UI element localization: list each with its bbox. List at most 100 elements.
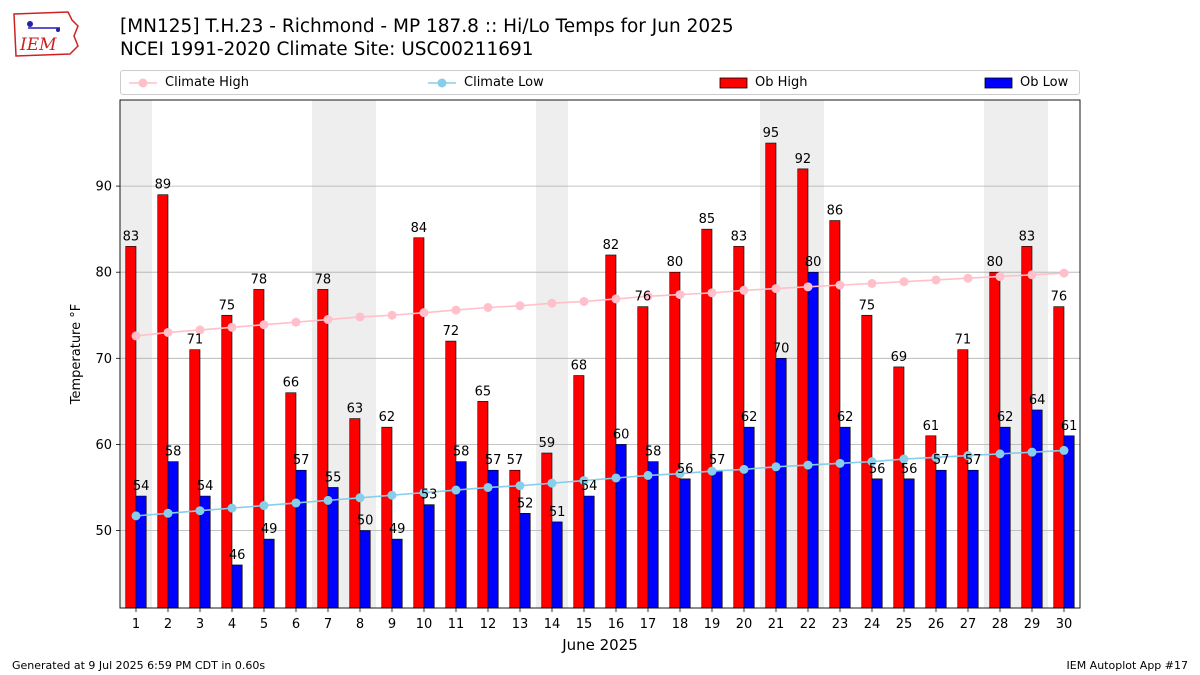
climate-high-line-icon xyxy=(129,78,157,87)
legend-ob-low: Ob Low xyxy=(984,71,1068,94)
ob-high-bar xyxy=(381,426,393,609)
ob-low-label: 56 xyxy=(901,462,918,477)
ob-low-bar xyxy=(295,469,307,609)
climate-high-point xyxy=(419,308,429,318)
x-tick-label: 5 xyxy=(260,617,268,632)
climate-low-point xyxy=(355,493,365,503)
climate-high-point xyxy=(963,273,973,283)
ob-high-label: 61 xyxy=(923,419,940,434)
climate-high-point xyxy=(1027,270,1037,280)
climate-low-point xyxy=(451,485,461,495)
ob-high-bar xyxy=(317,289,329,609)
x-tick-label: 18 xyxy=(672,617,689,632)
ob-low-bar xyxy=(359,530,371,609)
climate-low-point xyxy=(195,506,205,516)
climate-high-point xyxy=(131,331,141,341)
ob-high-label: 95 xyxy=(763,126,780,141)
ob-low-label: 54 xyxy=(133,479,150,494)
ob-low-label: 51 xyxy=(549,505,566,520)
climate-high-point xyxy=(867,278,877,288)
ob-high-label: 68 xyxy=(571,359,588,374)
ob-low-label: 53 xyxy=(421,488,438,503)
x-tick-label: 22 xyxy=(800,617,817,632)
x-tick-label: 29 xyxy=(1024,617,1041,632)
x-tick-label: 30 xyxy=(1056,617,1073,632)
x-tick-label: 28 xyxy=(992,617,1009,632)
legend-label-ob-high: Ob High xyxy=(755,75,808,90)
ob-low-bar xyxy=(263,538,275,609)
ob-high-label: 62 xyxy=(379,410,396,425)
ob-low-bar xyxy=(391,538,403,609)
ob-low-bar xyxy=(1063,435,1075,609)
x-tick-label: 16 xyxy=(608,617,625,632)
ob-low-label: 57 xyxy=(933,453,950,468)
x-tick-label: 17 xyxy=(640,617,657,632)
ob-high-bar xyxy=(797,168,809,609)
ob-low-label: 58 xyxy=(165,445,182,460)
x-axis-label: June 2025 xyxy=(561,636,638,654)
footer-generated: Generated at 9 Jul 2025 6:59 PM CDT in 0… xyxy=(12,659,266,672)
x-tick-label: 27 xyxy=(960,617,977,632)
x-tick-label: 13 xyxy=(512,617,529,632)
footer-app: IEM Autoplot App #17 xyxy=(1066,659,1189,672)
ob-high-bar xyxy=(1021,246,1033,609)
climate-low-point xyxy=(259,501,269,511)
ob-low-bar xyxy=(839,426,851,609)
ob-low-bar xyxy=(903,478,915,609)
x-tick-label: 12 xyxy=(480,617,497,632)
ob-low-label: 46 xyxy=(229,548,246,563)
ob-high-label: 83 xyxy=(1019,229,1036,244)
x-tick-label: 21 xyxy=(768,617,785,632)
ob-high-label: 83 xyxy=(123,229,140,244)
ob-high-label: 72 xyxy=(443,324,460,339)
climate-low-point xyxy=(419,488,429,498)
ob-high-bar xyxy=(413,237,425,609)
climate-low-point xyxy=(515,481,525,491)
x-tick-label: 23 xyxy=(832,617,849,632)
x-tick-label: 19 xyxy=(704,617,721,632)
climate-high-point xyxy=(547,298,557,308)
ob-high-label: 57 xyxy=(507,453,524,468)
climate-low-point xyxy=(995,449,1005,459)
ob-high-label: 80 xyxy=(987,255,1004,270)
ob-high-bar xyxy=(989,271,1001,609)
ob-low-bar xyxy=(167,461,179,609)
ob-high-bar xyxy=(957,349,969,609)
plot-frame xyxy=(119,99,1081,609)
climate-low-point xyxy=(707,466,717,476)
ob-low-label: 52 xyxy=(517,496,534,511)
ob-high-bar xyxy=(221,314,233,609)
x-tick-label: 8 xyxy=(356,617,364,632)
ob-low-label: 57 xyxy=(485,453,502,468)
climate-high-point xyxy=(323,315,333,325)
chart-title: [MN125] T.H.23 - Richmond - MP 187.8 :: … xyxy=(120,16,734,37)
climate-low-point xyxy=(739,464,749,474)
climate-high-point xyxy=(1059,268,1069,278)
ob-low-bar xyxy=(423,504,435,609)
climate-high-point xyxy=(675,290,685,300)
ob-low-label: 58 xyxy=(453,445,470,460)
ob-high-label: 71 xyxy=(187,333,204,348)
climate-high-point xyxy=(579,296,589,306)
legend-ob-high: Ob High xyxy=(719,71,808,94)
legend: Climate High Climate Low Ob High Ob Low xyxy=(120,70,1080,95)
y-tick-label: 80 xyxy=(95,266,112,281)
ob-low-label: 62 xyxy=(741,410,758,425)
ob-low-bar xyxy=(327,487,339,609)
ob-low-bar xyxy=(711,469,723,609)
ob-high-bar xyxy=(1053,306,1065,609)
iem-logo: IEM xyxy=(13,11,79,57)
ob-high-label: 65 xyxy=(475,384,492,399)
climate-low-line-icon xyxy=(428,78,456,87)
climate-high-point xyxy=(931,275,941,285)
x-tick-label: 2 xyxy=(164,617,172,632)
legend-label-climate-low: Climate Low xyxy=(464,75,544,90)
ob-high-label: 75 xyxy=(859,298,876,313)
climate-low-point xyxy=(1027,447,1037,457)
ob-low-bar xyxy=(775,358,787,609)
ob-low-label: 64 xyxy=(1029,393,1046,408)
climate-high-point xyxy=(643,291,653,301)
ob-high-label: 82 xyxy=(603,238,620,253)
ob-low-swatch-icon xyxy=(984,77,1013,88)
